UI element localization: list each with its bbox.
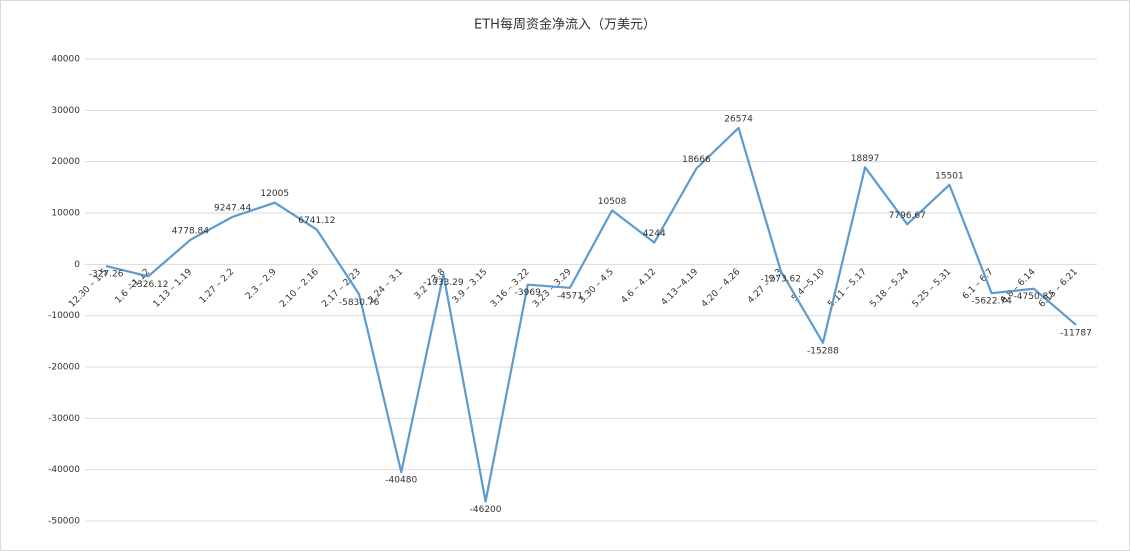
y-tick-label: -40000 xyxy=(48,465,80,475)
data-label: 9247.44 xyxy=(214,203,251,213)
data-label: -40480 xyxy=(385,476,417,486)
y-tick-label: 10000 xyxy=(51,209,80,219)
data-label: -5830.76 xyxy=(339,298,380,308)
data-label: 7796.67 xyxy=(889,211,926,221)
data-label: 12005 xyxy=(260,189,289,199)
y-tick-label: 0 xyxy=(74,260,80,270)
data-label: -1933.29 xyxy=(423,278,464,288)
data-label: 26574 xyxy=(724,114,753,124)
data-label: -5622.74 xyxy=(971,297,1012,307)
data-label: 4778.84 xyxy=(172,226,209,236)
y-tick-label: 30000 xyxy=(51,106,80,116)
y-tick-label: 20000 xyxy=(51,157,80,167)
data-label: -4571 xyxy=(557,291,583,301)
data-label: 10508 xyxy=(598,197,627,207)
data-label: -4750.87 xyxy=(1014,292,1054,302)
y-tick-label: -30000 xyxy=(48,414,80,424)
line xyxy=(105,126,1077,503)
data-label: -15288 xyxy=(807,346,839,356)
chart-title: ETH每周资金净流入（万美元） xyxy=(474,17,656,33)
data-label: -1273.62 xyxy=(761,274,801,284)
data-label: -11787 xyxy=(1060,328,1092,338)
y-tick-label: -10000 xyxy=(48,311,80,321)
data-label: 18897 xyxy=(851,154,880,164)
y-tick-label: -50000 xyxy=(48,517,80,527)
data-label: -327.26 xyxy=(89,270,124,280)
data-label: -46200 xyxy=(470,505,502,515)
data-label: 15501 xyxy=(935,171,964,181)
data-label: 4244 xyxy=(643,229,666,239)
data-label: 6741.12 xyxy=(298,216,335,226)
data-label: 18666 xyxy=(682,155,711,165)
data-label: -2326.12 xyxy=(128,280,168,290)
data-label: -3969 xyxy=(515,288,541,298)
y-tick-label: -20000 xyxy=(48,363,80,373)
y-tick-label: 40000 xyxy=(51,55,80,65)
